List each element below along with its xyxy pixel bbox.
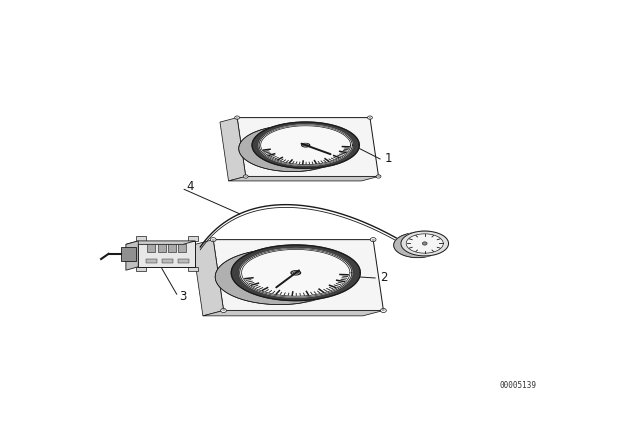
Polygon shape — [401, 231, 449, 256]
Text: 00005139: 00005139 — [499, 381, 536, 390]
Polygon shape — [259, 125, 352, 165]
Bar — [147, 244, 155, 252]
Bar — [188, 237, 198, 241]
Polygon shape — [303, 144, 308, 146]
Polygon shape — [138, 241, 195, 267]
Text: 2: 2 — [380, 271, 388, 284]
Polygon shape — [231, 245, 360, 301]
Polygon shape — [260, 126, 351, 164]
Polygon shape — [193, 240, 223, 316]
Polygon shape — [239, 249, 352, 297]
Text: 1: 1 — [385, 152, 392, 165]
Circle shape — [235, 116, 239, 119]
Polygon shape — [228, 177, 378, 181]
Bar — [136, 267, 146, 271]
Bar — [136, 237, 146, 241]
Polygon shape — [301, 143, 310, 147]
Polygon shape — [252, 122, 359, 168]
Circle shape — [376, 175, 381, 178]
Bar — [157, 244, 166, 252]
Polygon shape — [291, 271, 301, 275]
Polygon shape — [394, 233, 442, 258]
Polygon shape — [237, 118, 378, 177]
Bar — [121, 247, 136, 261]
Polygon shape — [239, 122, 322, 172]
Bar — [179, 244, 186, 252]
Circle shape — [221, 309, 227, 313]
Text: 3: 3 — [179, 290, 187, 303]
Bar — [188, 267, 198, 271]
Bar — [146, 259, 157, 263]
Polygon shape — [126, 241, 138, 270]
Polygon shape — [406, 234, 444, 253]
Circle shape — [381, 309, 387, 313]
Circle shape — [370, 237, 376, 241]
Polygon shape — [220, 118, 246, 181]
Polygon shape — [213, 240, 383, 310]
Polygon shape — [215, 245, 316, 305]
Circle shape — [243, 175, 248, 178]
Bar — [179, 259, 189, 263]
Circle shape — [367, 116, 372, 119]
Text: 4: 4 — [187, 180, 194, 193]
Bar — [162, 259, 173, 263]
Circle shape — [211, 237, 216, 241]
Polygon shape — [126, 241, 195, 244]
Bar — [168, 244, 176, 252]
Polygon shape — [394, 231, 432, 258]
Polygon shape — [242, 250, 350, 296]
Polygon shape — [293, 271, 298, 274]
Polygon shape — [203, 310, 383, 316]
Circle shape — [422, 242, 427, 245]
